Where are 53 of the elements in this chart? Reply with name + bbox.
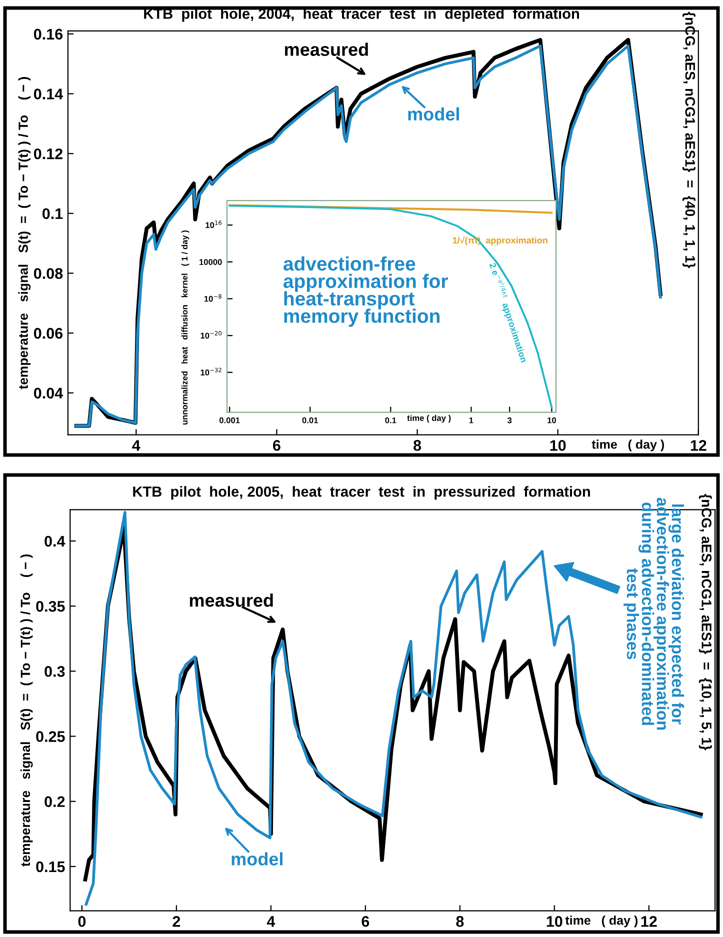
y-axis-title: temperature signal S(t) = ( To − T(t) ) / To ( − ) xyxy=(20,554,33,867)
x-tick-label: 0 xyxy=(78,916,86,927)
annotation: advection-free approximation for heat-transport memory function xyxy=(284,256,448,327)
x-tick-label: 12 xyxy=(690,440,706,451)
x-tick-label: 8 xyxy=(456,916,464,927)
line-series xyxy=(228,204,553,214)
annotation: measured xyxy=(284,42,368,56)
x-tick-label: 10 xyxy=(546,916,562,927)
y-tick-label: 0.12 xyxy=(34,148,62,160)
x-tick-label: 0.1 xyxy=(385,417,396,424)
x-tick-label: 0.001 xyxy=(219,417,240,424)
y-tick-label: 10$^{−20}$ xyxy=(200,330,222,339)
x-tick-label: 4 xyxy=(266,916,276,927)
x-tick-label: 6 xyxy=(362,916,370,927)
x-tick-label: 4 xyxy=(132,440,140,451)
annotation: large deviation expected for advection-free approximation during advection-dominated test phases xyxy=(624,498,684,730)
annotation: model xyxy=(232,852,282,866)
y-tick-label: 10000 xyxy=(200,259,222,265)
x-axis-title: time ( day ) xyxy=(592,440,664,452)
annotation: {nCG, aES, nCG1, aES1} = {40, 1, 1, 1} xyxy=(682,12,696,268)
y-tick-label: 0.1 xyxy=(42,208,63,220)
y-tick-label: 0.16 xyxy=(34,28,63,40)
y-axis-title: temperature signal S(t) = ( To − T(t) ) / To ( − ) xyxy=(18,77,31,390)
y-tick-label: 0.35 xyxy=(36,600,65,612)
text: 2 e$^{−a²/4κt}$ approximation xyxy=(488,262,530,364)
x-tick-label: 10 xyxy=(550,440,566,451)
x-tick-label: 12 xyxy=(641,916,657,927)
y-tick-label: 0.04 xyxy=(34,388,64,399)
x-tick-label: 3 xyxy=(507,417,512,424)
y-tick-label: 10$^{−32}$ xyxy=(200,368,222,376)
y-axis-title: unnormalized heat diffusion kernel ( 1 / day ) xyxy=(181,230,190,425)
x-tick-label: 2 xyxy=(172,916,180,927)
y-tick-label: 0.15 xyxy=(36,861,65,872)
y-tick-label: 0.06 xyxy=(34,328,63,339)
x-tick-label: 0.01 xyxy=(302,417,318,424)
annotation: {nCG, aES, nCG1, aES1} = {10, 1, 5, 1} xyxy=(698,494,712,750)
x-tick-label: 8 xyxy=(414,440,422,451)
x-axis-title: time ( day ) xyxy=(407,414,451,423)
y-tick-label: 0.2 xyxy=(44,796,65,808)
y-tick-label: 0.25 xyxy=(36,731,65,742)
y-tick-label: 0.4 xyxy=(44,536,66,547)
annotation: model xyxy=(408,107,459,121)
y-tick-label: 0.3 xyxy=(44,666,65,677)
annotation: measured xyxy=(190,594,273,607)
y-tick-label: 0.14 xyxy=(34,88,64,100)
y-tick-label: 10$^{16}$ xyxy=(206,220,222,228)
x-axis-title: time ( day ) xyxy=(565,916,638,928)
y-tick-label: 10$^{−8}$ xyxy=(204,294,222,302)
chart-title: KTB pilot hole, 2005, heat tracer test in pressurized formation xyxy=(133,486,590,500)
y-tick-label: 0.08 xyxy=(34,268,63,279)
x-tick-label: 10 xyxy=(548,417,556,424)
x-tick-label: 1 xyxy=(469,417,474,424)
x-tick-label: 6 xyxy=(273,440,280,451)
